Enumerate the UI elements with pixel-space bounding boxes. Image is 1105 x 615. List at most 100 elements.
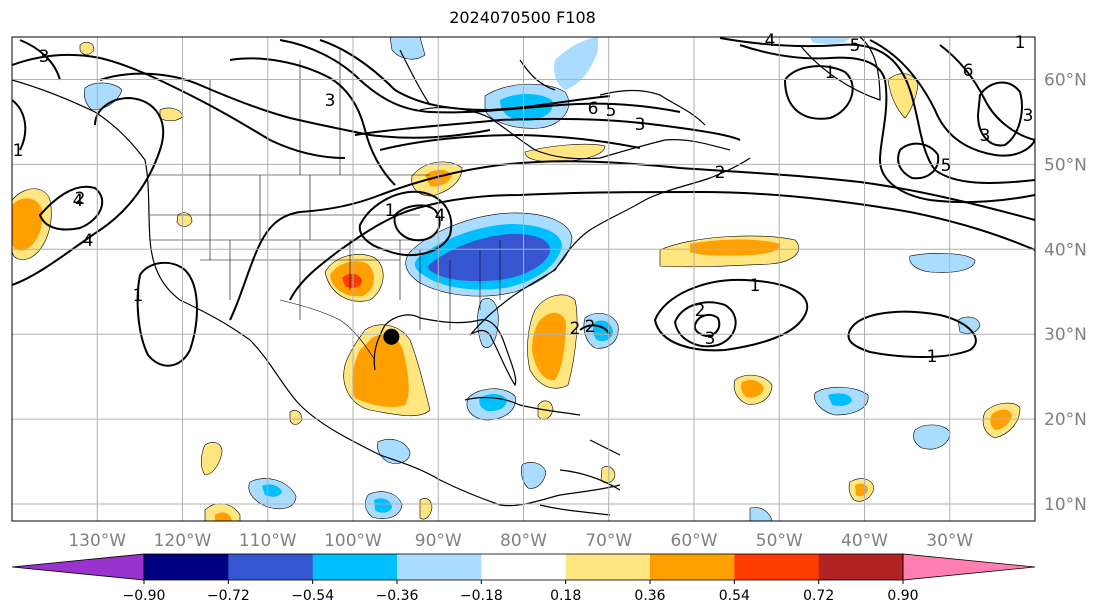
anomaly-region [532,312,566,381]
contour-label: 2 [75,189,86,209]
colorbar-tick-label: 0.18 [550,588,581,604]
longitude-tick-labels: 130°W 120°W 110°W 100°W 90°W 80°W 70°W 60°W 50°W… [68,531,973,551]
colorbar-segment [144,554,229,580]
lon-tick-label: 70°W [585,531,632,551]
contour-line [12,39,61,151]
political-borders [150,50,501,361]
anomaly-region [913,424,951,450]
anomaly-shading [12,37,1021,521]
contour-label: 3 [980,126,991,146]
anomaly-region [957,316,981,334]
contour-label: 1 [750,276,761,296]
colorbar-tick-label: −0.54 [291,588,334,604]
contour-label: 1 [1015,33,1026,53]
colorbar-segment [312,554,398,580]
colorbar-tick-label: 0.90 [887,588,918,604]
contour-label: 6 [963,61,974,81]
anomaly-region [887,73,919,119]
border [150,174,501,330]
anomaly-region [524,143,606,163]
contour-label: 3 [1023,106,1034,126]
anomaly-region [990,409,1012,430]
anomaly-region [828,393,852,406]
border [279,299,376,361]
contour-line [279,39,681,114]
lon-tick-label: 80°W [500,531,547,551]
location-marker [383,328,400,345]
contour-line [379,133,641,151]
lat-tick-label: 40°N [1044,240,1087,260]
contour-label: 2 [570,319,581,339]
anomaly-region [289,410,303,425]
contour-label: 1 [13,141,24,161]
map-frame [11,36,1036,522]
contour-label: 4 [73,191,84,211]
contour-label: 3 [635,115,646,135]
contour-line [653,278,808,352]
colorbar-tick-labels: −0.90 −0.72 −0.54 −0.36 −0.18 0.18 0.36 0.54 0.7… [123,580,919,604]
colorbar-tick-label: 0.54 [719,588,750,604]
contour-label: 4 [435,206,446,226]
lat-tick-label: 60°N [1044,70,1087,90]
colorbar-extend-low [11,553,145,581]
contour-line [739,44,1035,204]
contour-label: 4 [765,31,776,51]
contour-label: 5 [941,156,952,176]
anomaly-region [749,507,773,521]
colorbar-tick-label: −0.36 [376,588,419,604]
contour-line [673,301,737,348]
contour-line [358,190,453,256]
contour-label: 1 [385,201,396,221]
colorbar-tick-label: 0.72 [803,588,834,604]
coastline [419,107,731,160]
contour-label: 3 [325,91,336,111]
anomaly-region [200,442,223,476]
anomaly-region [262,484,282,497]
contour-line [783,65,854,120]
contour-line [99,72,491,139]
colorbar [11,553,1036,581]
lat-tick-label: 50°N [1044,155,1087,175]
contour-line [719,37,1035,184]
map-title: 2024070500 F108 [449,8,596,27]
anomaly-region [12,198,43,251]
contour-label: 1 [927,347,938,367]
anomaly-region [810,37,850,45]
lat-tick-label: 10°N [1044,495,1087,515]
lat-tick-label: 30°N [1044,325,1087,345]
gridlines [12,37,1035,521]
contour-line [12,53,346,159]
colorbar-segment [481,554,567,580]
contour-label: 2 [585,317,596,337]
anomaly-region [374,498,392,513]
lon-tick-label: 30°W [926,531,973,551]
contour-label: 3 [39,47,50,67]
anomaly-region [389,37,426,60]
lon-tick-label: 130°W [68,531,126,551]
coastline [373,314,517,387]
colorbar-segment [397,554,482,580]
colorbar-segment [818,554,904,580]
lon-tick-label: 100°W [324,531,382,551]
contour-label: 2 [695,301,706,321]
coastline [539,469,621,516]
contour-line [976,81,1023,147]
colorbar-segment [734,554,820,580]
coastline [12,79,621,507]
contour-line [354,117,741,141]
anomaly-region [342,273,362,288]
contour-line [939,44,1035,141]
coastlines [12,37,881,516]
contour-label: 1 [133,286,144,306]
contour-label: 4 [83,231,94,251]
anomaly-region [215,512,232,521]
anomaly-region [176,212,193,227]
contour-line [869,39,1035,157]
colorbar-tick-label: 0.36 [634,588,665,604]
anomaly-region [83,82,123,111]
colorbar-extend-high [902,553,1036,581]
contour-label: 5 [850,36,861,56]
anomaly-region [554,37,598,90]
lon-tick-label: 90°W [415,531,462,551]
